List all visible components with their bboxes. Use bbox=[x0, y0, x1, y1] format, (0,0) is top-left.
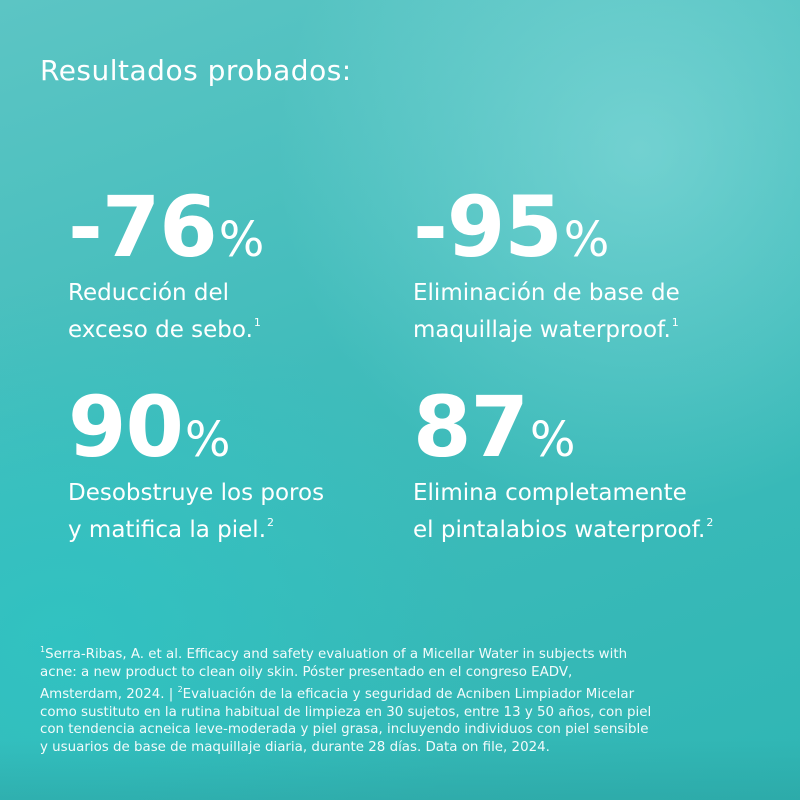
footnote-marker: 2 bbox=[177, 685, 183, 695]
footnote-line: con tendencia acneica leve-moderada y pi… bbox=[40, 722, 649, 738]
stat-desc-line-1: Reducción del bbox=[68, 280, 230, 306]
footnote-line: acne: a new product to clean oily skin. … bbox=[40, 664, 573, 680]
page-title: Resultados probados: bbox=[40, 54, 352, 87]
stat-pore-unclogging: 90% Desobstruye los poros y matifica la … bbox=[68, 385, 324, 545]
stat-lipstick-removal: 87% Elimina completamente el pintalabios… bbox=[413, 385, 713, 545]
stat-unit: % bbox=[218, 212, 265, 268]
stat-number: -95% bbox=[413, 185, 680, 269]
stat-desc-line-1: Desobstruye los poros bbox=[68, 480, 325, 506]
bottom-shade bbox=[0, 740, 800, 800]
stat-value: -76 bbox=[68, 178, 218, 276]
stat-value: -95 bbox=[413, 178, 563, 276]
stat-desc-line-2: y matifica la piel. bbox=[68, 517, 267, 543]
stat-makeup-removal: -95% Eliminación de base de maquillaje w… bbox=[413, 185, 680, 345]
footnote-ref: 2 bbox=[706, 516, 714, 529]
footnote-line: y usuarios de base de maquillaje diaria,… bbox=[40, 739, 550, 755]
stat-desc-line-2: exceso de sebo. bbox=[68, 317, 253, 343]
footnote: 1Serra-Ribas, A. et al. Efficacy and saf… bbox=[40, 641, 740, 757]
footnote-line: como sustituto en la rutina habitual de … bbox=[40, 704, 652, 720]
stat-sebum-reduction: -76% Reducción del exceso de sebo.1 bbox=[68, 185, 264, 345]
footnote-ref: 1 bbox=[253, 316, 261, 329]
stat-desc-line-2: el pintalabios waterproof. bbox=[413, 517, 706, 543]
stat-desc-line-1: Eliminación de base de bbox=[413, 280, 680, 306]
stat-unit: % bbox=[563, 212, 610, 268]
stat-number: 87% bbox=[413, 385, 713, 469]
stat-description: Desobstruye los poros y matifica la piel… bbox=[68, 479, 324, 545]
footnote-ref: 2 bbox=[267, 516, 275, 529]
footnote-ref: 1 bbox=[671, 316, 679, 329]
stat-number: 90% bbox=[68, 385, 324, 469]
stat-description: Elimina completamente el pintalabios wat… bbox=[413, 479, 713, 545]
stat-description: Eliminación de base de maquillaje waterp… bbox=[413, 279, 680, 345]
stat-value: 90 bbox=[68, 378, 184, 476]
stat-desc-line-2: maquillaje waterproof. bbox=[413, 317, 671, 343]
footnote-line: 1Serra-Ribas, A. et al. Efficacy and saf… bbox=[40, 645, 628, 662]
stat-desc-line-1: Elimina completamente bbox=[413, 480, 687, 506]
footnote-marker: 1 bbox=[40, 645, 46, 654]
stat-number: -76% bbox=[68, 185, 264, 269]
stat-value: 87 bbox=[413, 378, 529, 476]
stat-unit: % bbox=[529, 412, 576, 468]
stat-description: Reducción del exceso de sebo.1 bbox=[68, 279, 264, 345]
stat-unit: % bbox=[184, 412, 231, 468]
footnote-line: Amsterdam, 2024. | 2Evaluación de la efi… bbox=[40, 685, 635, 703]
